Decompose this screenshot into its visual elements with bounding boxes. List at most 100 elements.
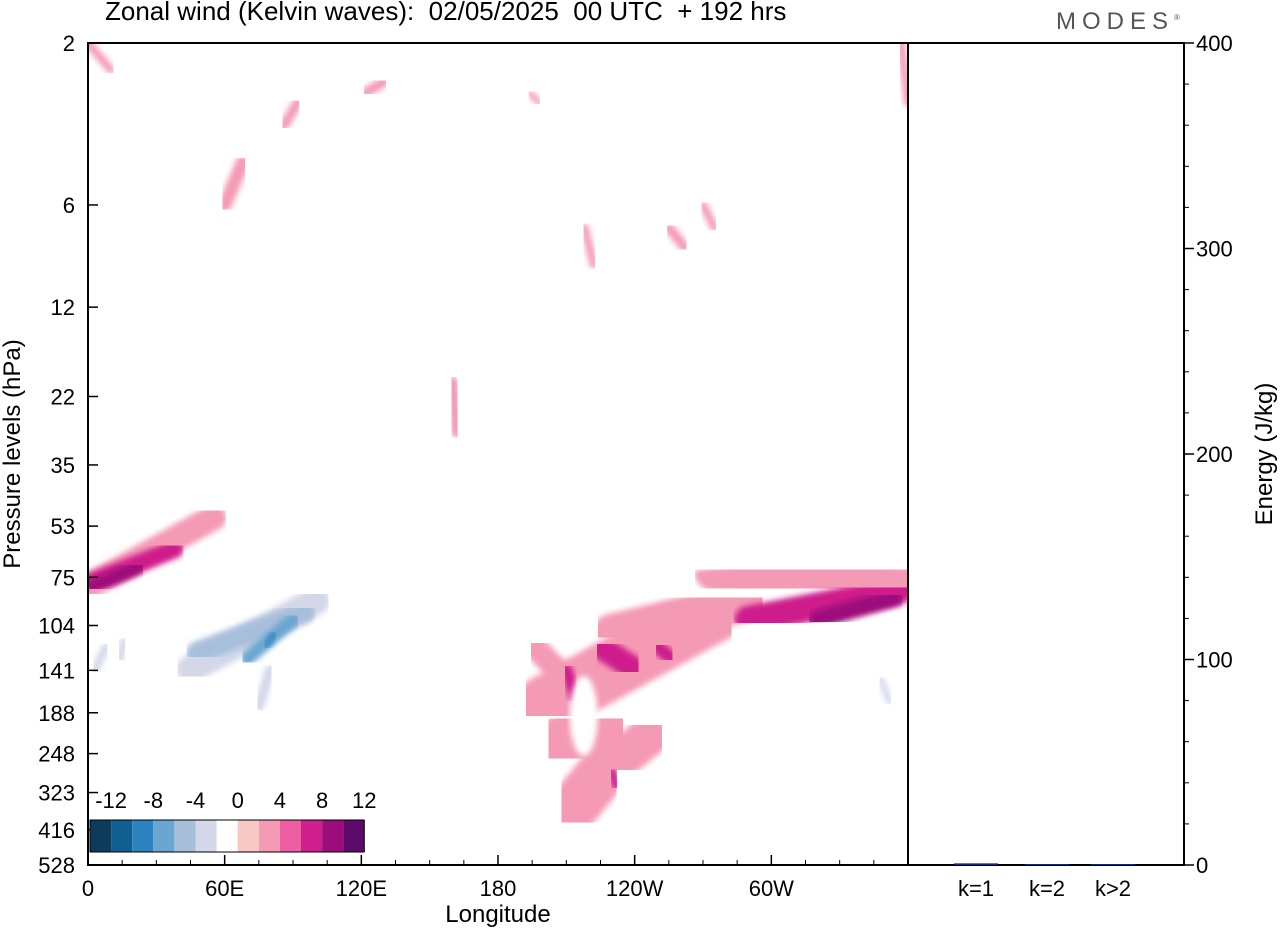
wind-anomaly [88,560,146,594]
wind-anomaly [90,95,146,337]
y-tick-label: 248 [38,742,75,767]
y-tick-label: 104 [38,613,75,638]
colorbar-swatch [343,820,365,852]
energy-tick-label: 0 [1196,853,1208,878]
y-tick-label: 528 [38,853,75,878]
colorbar: -12 -8 -4 0 4 8 12 [89,788,377,853]
wind-anomaly [220,750,234,781]
wind-anomaly [161,119,204,152]
energy-category-label: k=2 [1029,876,1065,901]
colorbar-swatch [174,820,196,852]
energy-axis-label: Energy (J/kg) [1251,383,1278,526]
wind-anomaly [306,259,330,335]
wind-anomaly [812,827,826,865]
colorbar-swatch [90,820,112,852]
energy-bar [1025,864,1069,865]
colorbar-swatch [301,820,323,852]
y-tick-label: 6 [63,193,75,218]
colorbar-frame [89,819,365,853]
y-tick-label: 12 [51,295,75,320]
wind-anomaly [826,675,908,735]
y-tick-label: 141 [38,658,75,683]
y-axis-label: Pressure levels (hPa) [0,339,26,568]
wind-anomaly [324,763,333,804]
y-tick-label: 188 [38,701,75,726]
colorbar-label: -8 [144,788,164,813]
wind-anomaly [298,65,320,86]
colorbar-swatch [132,820,154,852]
wind-anomaly [88,43,115,74]
x-tick-label: 0 [82,876,94,901]
wind-anomaly [147,392,165,426]
wind-anomaly [115,636,129,663]
wind-anomaly [526,89,542,106]
colorbar-swatch [258,820,280,852]
wind-anomaly [198,778,208,795]
colorbar-label: -12 [95,788,127,813]
main-plot-frame [87,42,909,866]
wind-anomaly [162,701,189,741]
colorbar-label: 0 [232,788,244,813]
y-tick-label: 53 [51,514,75,539]
wind-anomaly [807,588,904,629]
wind-anomaly [897,43,908,107]
energy-tick-label: 400 [1196,31,1233,56]
wind-anomaly [88,681,114,722]
wind-anomaly [588,634,647,682]
wind-anomaly [217,155,250,212]
energy-tick-label: 100 [1196,648,1233,673]
x-tick-label: 180 [480,876,517,901]
x-tick-label: 120W [606,876,664,901]
energy-axis: 0 100 200 300 400 [1183,31,1233,878]
y-tick-label: 323 [38,781,75,806]
colorbar-swatch [237,820,259,852]
wind-anomaly [263,631,278,650]
wind-anomaly [766,701,788,741]
colorbar-swatch [195,820,217,852]
wind-anomaly [581,563,643,595]
y-tick-label: 2 [63,31,75,56]
wind-anomaly [699,200,719,232]
energy-bars: k=1 k=2 k>2 [954,863,1135,901]
y-tick-label: 35 [51,453,75,478]
wind-anomaly [607,767,621,791]
wind-anomaly [305,156,350,179]
wind-anomaly [278,97,303,131]
wind-anomaly [219,275,242,335]
wind-anomaly [168,664,240,730]
wind-anomaly [880,199,904,300]
x-tick-label: 60E [205,876,244,901]
energy-tick-label: 200 [1196,442,1233,467]
colorbar-swatch [153,820,175,852]
modes-logo: MODES® [1056,8,1180,36]
wind-anomaly [253,664,276,712]
wind-anomaly [838,633,908,693]
wind-anomaly [591,709,678,787]
energy-bar [954,863,998,865]
x-tick-label: 120E [336,876,387,901]
y-axis: 2 6 12 22 35 53 75 104 141 188 248 323 416 528 [38,31,98,878]
wind-anomaly [650,639,679,666]
colorbar-swatch [322,820,344,852]
colorbar-label: 12 [352,788,376,813]
wind-anomaly [522,634,579,692]
energy-panel-frame [907,42,1185,866]
wind-field [88,43,908,865]
energy-category-label: k=1 [958,876,994,901]
wind-anomaly [663,222,690,253]
x-axis-label: Longitude [445,901,550,928]
energy-category-label: k>2 [1095,876,1131,901]
wind-anomaly [580,223,598,269]
wind-anomaly [360,76,390,98]
wind-anomaly [446,376,463,439]
trademark-mark: ® [1174,13,1180,22]
colorbar-swatch [111,820,133,852]
y-tick-label: 75 [51,565,75,590]
colorbar-swatch [216,820,238,852]
wind-anomaly [373,198,402,254]
wind-anomaly [135,435,164,499]
wind-gap [569,675,598,756]
y-tick-label: 22 [51,384,75,409]
modes-brand-text: MODES [1056,8,1175,35]
